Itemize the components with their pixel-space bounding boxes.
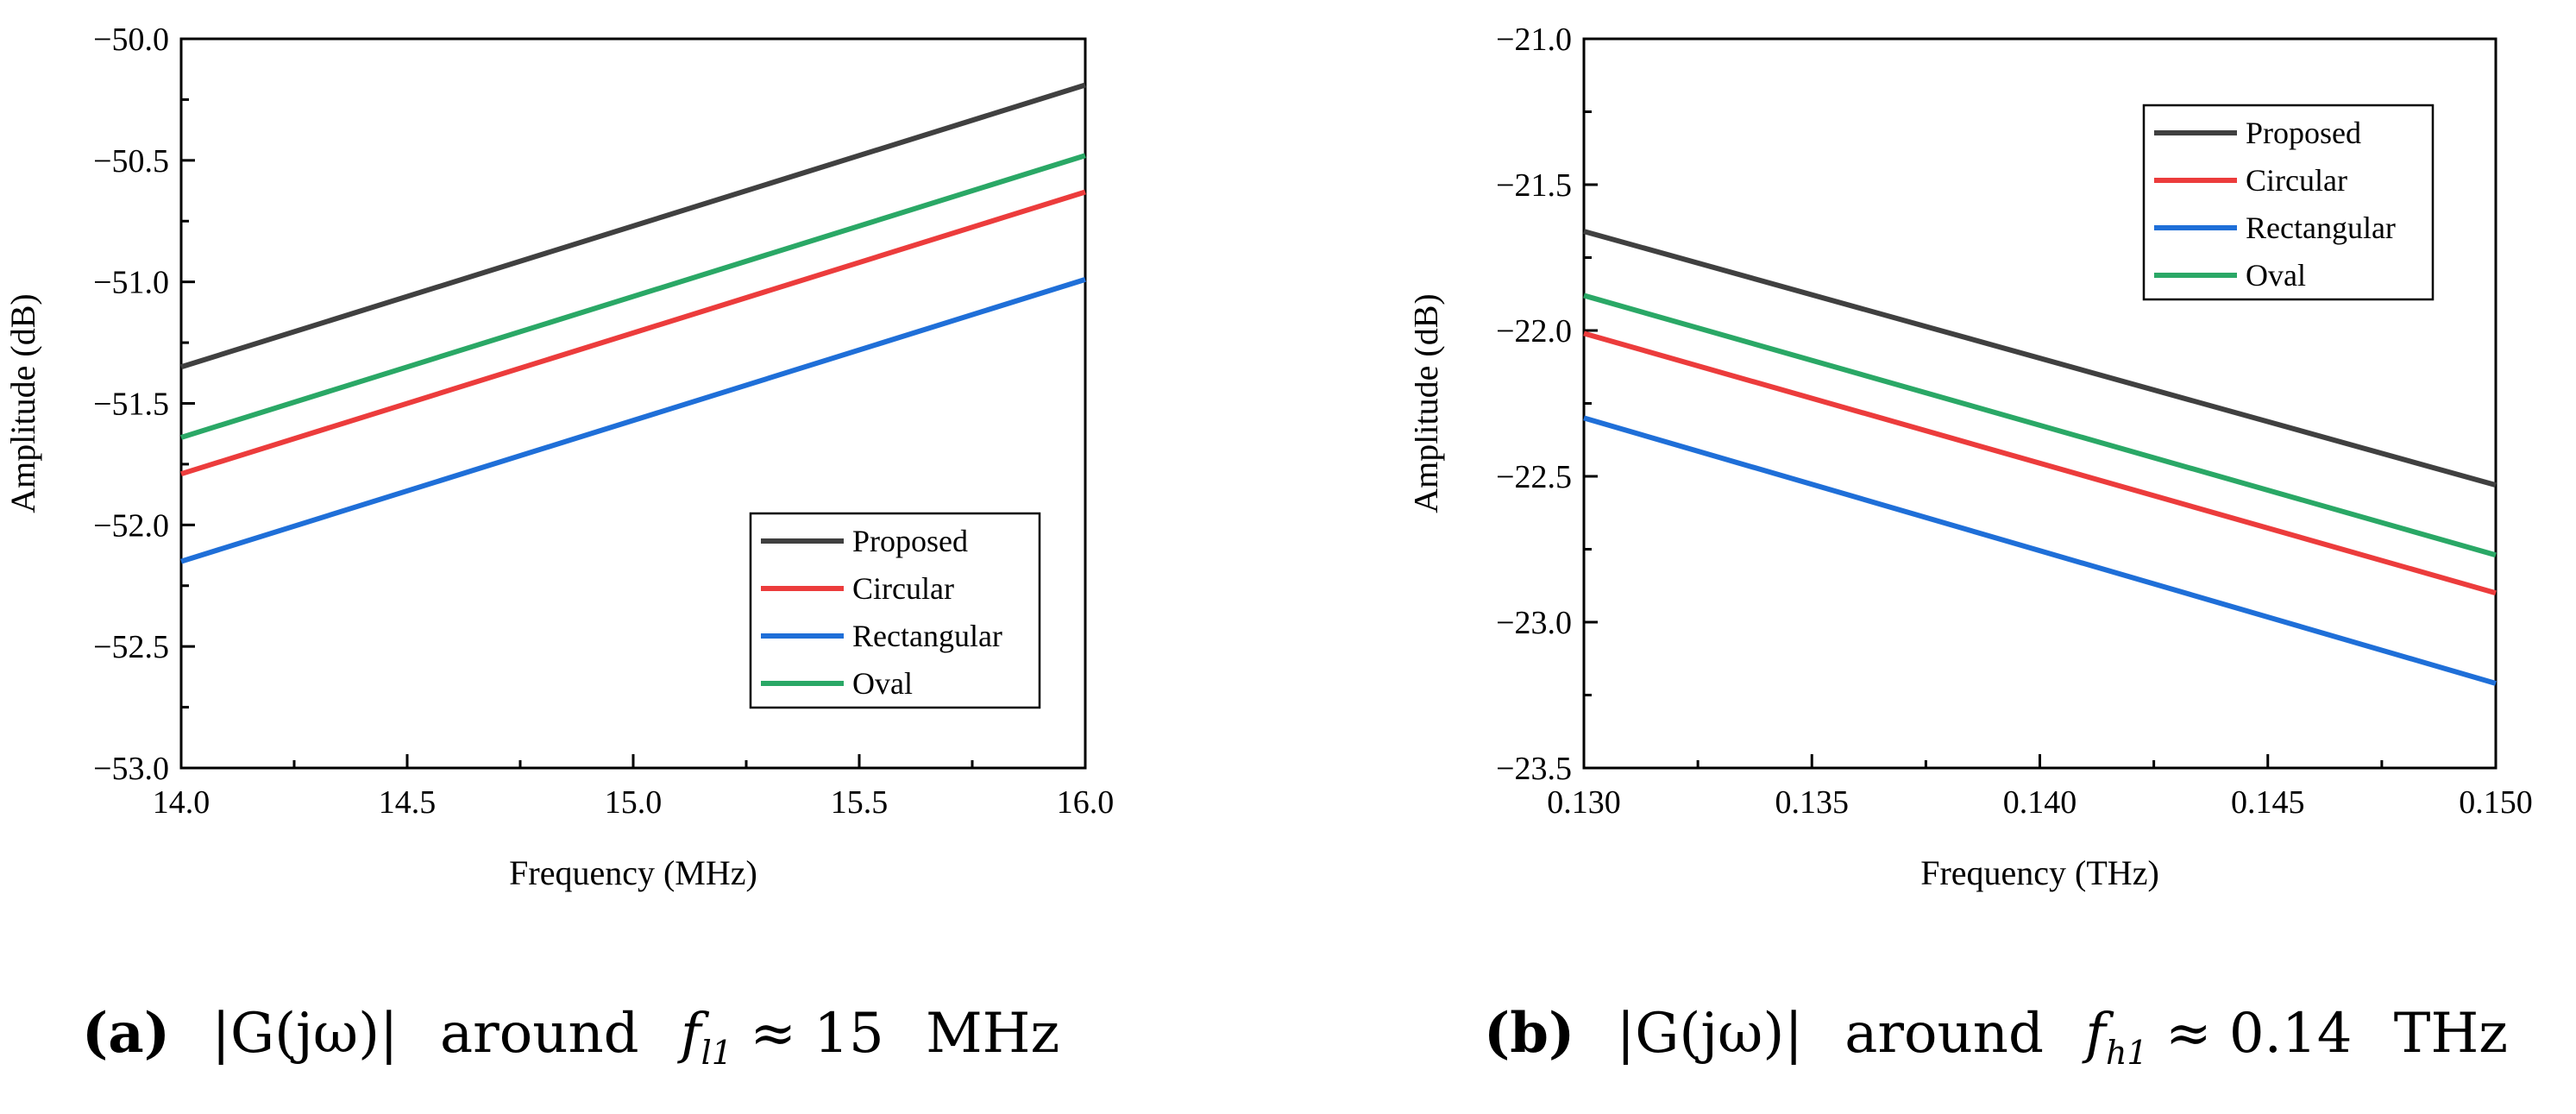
legend-label: Oval: [852, 666, 913, 701]
caption-value: 15: [814, 1002, 884, 1066]
series-line-circular: [1583, 330, 2497, 596]
y-tick-label: −51.5: [93, 387, 169, 423]
caption-a: (a) |G(jω)| around fl1 ≈ 15 MHz: [82, 1001, 1059, 1072]
series-line-proposed: [1583, 229, 2497, 488]
y-tick-label: −21.5: [1496, 167, 1572, 204]
x-axis-label: Frequency (MHz): [509, 853, 757, 892]
y-tick-label: −51.0: [93, 265, 169, 301]
y-tick-label: −50.0: [93, 22, 169, 58]
caption-approx: ≈: [750, 1002, 796, 1066]
legend-label: Proposed: [2246, 116, 2361, 150]
series-line-circular: [180, 189, 1086, 477]
y-tick-label: −23.5: [1496, 751, 1572, 787]
y-tick-label: −22.0: [1496, 313, 1572, 349]
x-axis-label: Frequency (THz): [1920, 853, 2159, 892]
caption-b: (b) |G(jω)| around fh1 ≈ 0.14 THz: [1484, 1001, 2508, 1072]
y-axis-label: Amplitude (dB): [1415, 293, 1445, 513]
legend-label: Oval: [2246, 258, 2306, 293]
series-line-proposed: [180, 82, 1086, 370]
legend-box: [749, 512, 1041, 709]
y-tick-label: −53.0: [93, 751, 169, 787]
caption-unit: MHz: [926, 1002, 1060, 1066]
caption-expression: |G(jω)|: [1616, 1002, 1803, 1066]
caption-label: (b): [1484, 1001, 1575, 1066]
x-tick-label: 14.0: [153, 784, 210, 821]
caption-approx: ≈: [2164, 1002, 2212, 1066]
series-line-oval: [180, 153, 1086, 440]
y-axis-label: Amplitude (dB): [3, 293, 42, 513]
x-tick-label: 15.0: [605, 784, 663, 821]
caption-word: around: [439, 1002, 639, 1066]
x-tick-label: 15.5: [831, 784, 889, 821]
x-tick-label: 0.130: [1547, 784, 1621, 821]
legend-label: Rectangular: [2246, 211, 2396, 245]
caption-word: around: [1844, 1002, 2044, 1066]
y-tick-label: −22.5: [1496, 459, 1572, 495]
x-tick-label: 16.0: [1057, 784, 1115, 821]
caption-freq-subscript: h1: [2105, 1033, 2148, 1072]
caption-freq-symbol: f: [680, 1002, 701, 1066]
series-line-rectangular: [1583, 415, 2497, 686]
x-tick-label: 0.135: [1775, 784, 1850, 821]
x-tick-label: 14.5: [379, 784, 437, 821]
series-line-rectangular: [180, 276, 1086, 564]
legend-label: Circular: [852, 571, 954, 606]
caption-freq-subscript: l1: [701, 1033, 732, 1072]
series-line-oval: [1583, 293, 2497, 558]
legend-label: Circular: [2246, 163, 2347, 198]
caption-label: (a): [82, 1001, 171, 1066]
legend-label: Rectangular: [852, 619, 1002, 653]
caption-freq-symbol: f: [2085, 1002, 2106, 1066]
legend-label: Proposed: [852, 524, 968, 558]
chart-b: 0.130 0.135 0.140 0.145 0.150 −23.5 −23.0 −22.5…: [1415, 22, 2533, 892]
y-tick-label: −23.0: [1496, 605, 1572, 641]
x-tick-label: 0.150: [2459, 784, 2533, 821]
caption-value: 0.14: [2228, 1002, 2353, 1066]
y-tick-label: −21.0: [1496, 22, 1572, 58]
caption-unit: THz: [2393, 1002, 2508, 1066]
chart-a: 14.0 14.5 15.0 15.5 16.0 −53.0 −52.5 −52.0 −51.5…: [3, 22, 1115, 892]
y-tick-label: −52.0: [93, 507, 169, 544]
caption-expression: |G(jω)|: [211, 1002, 399, 1066]
legend-box: [2142, 104, 2435, 301]
x-tick-label: 0.140: [2003, 784, 2077, 821]
y-tick-label: −50.5: [93, 143, 169, 179]
y-tick-label: −52.5: [93, 629, 169, 665]
x-tick-label: 0.145: [2231, 784, 2305, 821]
